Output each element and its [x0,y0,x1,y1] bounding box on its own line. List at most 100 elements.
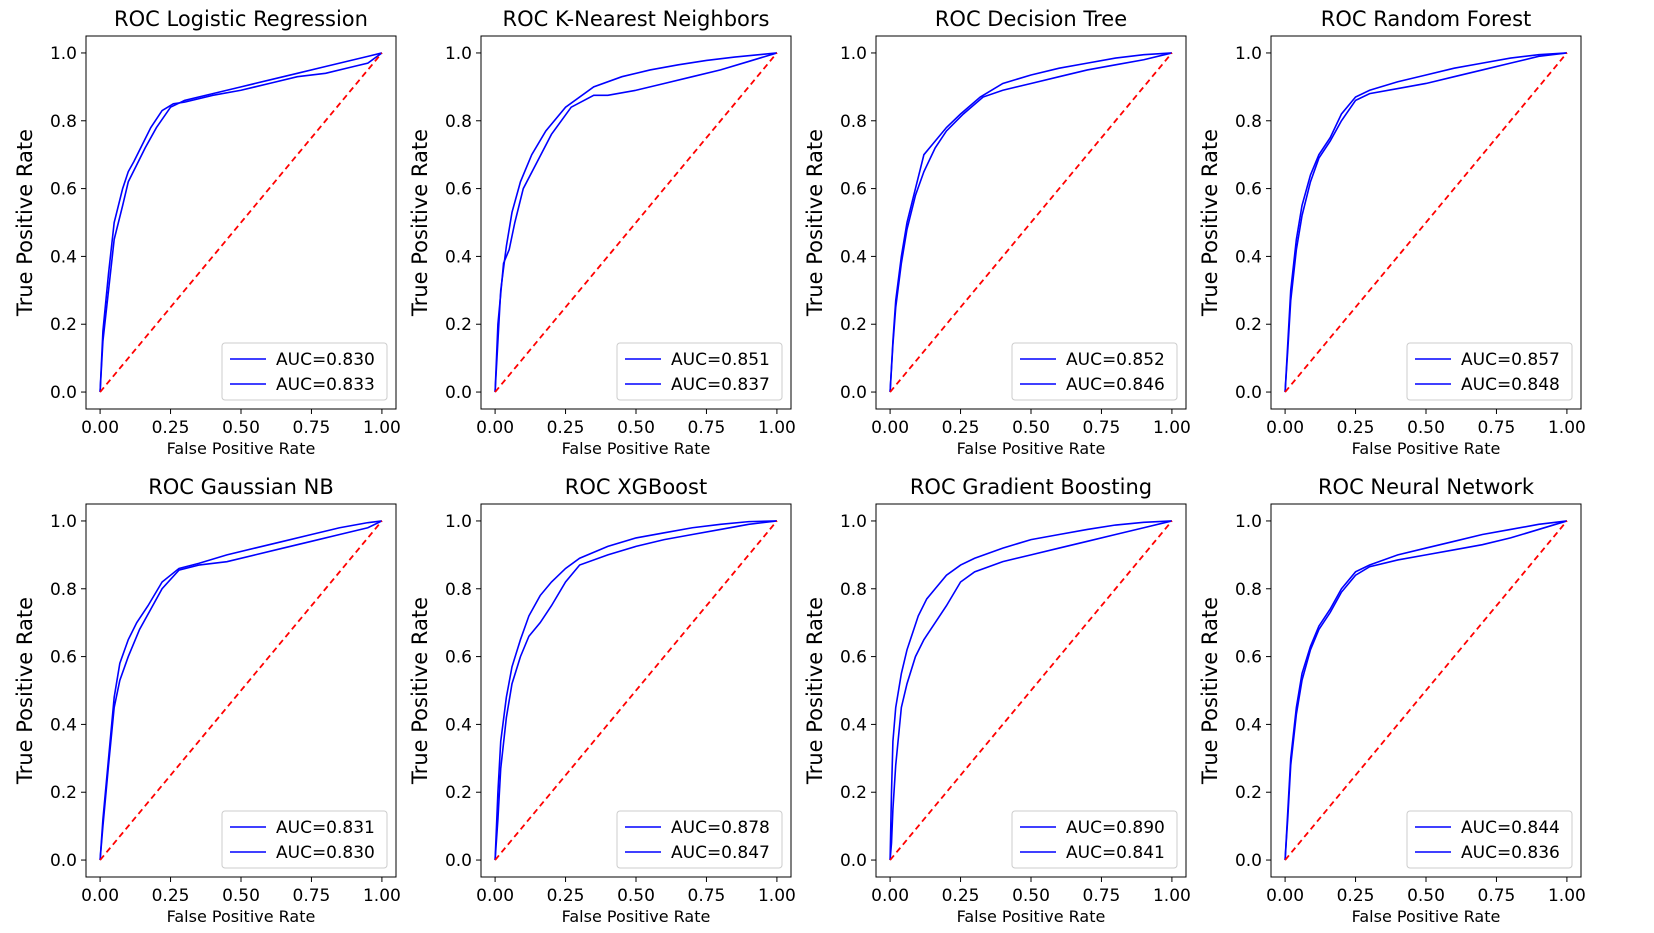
x-tick-label: 0.75 [1478,418,1516,438]
legend-label: AUC=0.844 [1461,818,1560,838]
roc-curve [99,52,383,393]
chance-line [889,52,1173,393]
legend: AUC=0.878 AUC=0.847 [616,810,783,869]
y-tick-label: 0.6 [445,180,472,200]
y-tick-label: 0.8 [50,112,77,132]
x-tick-label: 0.00 [1266,418,1304,438]
x-tick-label: 0.00 [81,418,119,438]
x-axis-label: False Positive Rate [562,907,711,926]
y-tick-label: 0.0 [445,383,472,403]
y-tick-label: 0.6 [1235,180,1262,200]
y-axis-label: True Positive Rate [13,597,37,785]
roc-curve [1284,520,1568,861]
roc-panel: ROC Random Forest 0.00 0.25 0.50 0.75 1.00 0.0… [1198,7,1586,458]
x-tick-label: 0.50 [1012,418,1050,438]
x-tick-label: 0.00 [476,418,514,438]
legend-box [221,342,388,401]
x-tick-label: 1.00 [1548,886,1586,906]
legend-label: AUC=0.833 [276,375,375,395]
y-tick-label: 0.2 [50,315,77,335]
y-tick-label: 1.0 [445,44,472,64]
x-tick-label: 1.00 [1548,418,1586,438]
legend-box [616,810,783,869]
y-tick-label: 0.4 [50,247,77,267]
roc-curve [889,52,1173,393]
roc-panel: ROC XGBoost 0.00 0.25 0.50 0.75 1.00 0.0 0.2 0.4… [408,475,796,926]
roc-curve [889,520,1172,861]
y-axis-label: True Positive Rate [803,129,827,317]
roc-panel: ROC Logistic Regression 0.00 0.25 0.50 0.75 1… [13,7,401,458]
chance-line [1284,520,1568,861]
y-tick-label: 0.0 [50,383,77,403]
legend: AUC=0.844 AUC=0.836 [1406,810,1573,869]
legend-label: AUC=0.890 [1066,818,1165,838]
roc-curve [494,520,777,861]
y-axis-label: True Positive Rate [1198,597,1222,785]
y-tick-label: 1.0 [840,44,867,64]
x-axis-label: False Positive Rate [957,907,1106,926]
y-tick-label: 0.8 [445,112,472,132]
y-axis-label: True Positive Rate [13,129,37,317]
legend-label: AUC=0.847 [671,843,770,863]
x-tick-label: 1.00 [1153,418,1191,438]
x-tick-label: 1.00 [363,418,401,438]
y-tick-label: 0.4 [1235,715,1262,735]
legend-label: AUC=0.878 [671,818,770,838]
chance-line [889,520,1173,861]
chance-line [494,52,778,393]
x-tick-label: 0.25 [942,418,980,438]
plot-area [99,52,383,393]
y-tick-label: 0.0 [840,383,867,403]
y-axis-label: True Positive Rate [803,597,827,785]
x-tick-label: 1.00 [758,418,796,438]
chance-line [99,52,383,393]
x-tick-label: 1.00 [1153,886,1191,906]
chance-line [99,520,383,861]
roc-curve [99,52,383,393]
legend-label: AUC=0.851 [671,350,770,370]
x-axis-label: False Positive Rate [167,439,316,458]
x-tick-label: 0.50 [617,886,655,906]
roc-panel: ROC Gradient Boosting 0.00 0.25 0.50 0.75 1.0… [803,475,1191,926]
legend-label: AUC=0.836 [1461,843,1560,863]
y-tick-label: 1.0 [1235,44,1262,64]
y-tick-label: 0.4 [50,715,77,735]
panel-title: ROC XGBoost [565,475,707,499]
y-tick-label: 0.4 [840,715,867,735]
y-tick-label: 0.6 [840,180,867,200]
legend-box [1406,342,1573,401]
roc-curve [494,520,778,861]
legend-label: AUC=0.841 [1066,843,1165,863]
x-tick-label: 0.25 [942,886,980,906]
roc-panel: ROC Gaussian NB 0.00 0.25 0.50 0.75 1.00 0.0 0.… [13,475,401,926]
y-axis-label: True Positive Rate [408,597,432,785]
legend: AUC=0.852 AUC=0.846 [1011,342,1178,401]
roc-curve [99,520,383,861]
legend-label: AUC=0.848 [1461,375,1560,395]
y-tick-label: 1.0 [445,512,472,532]
roc-curve [889,520,1173,861]
x-tick-label: 0.50 [617,418,655,438]
legend-box [1406,810,1573,869]
x-tick-label: 1.00 [758,886,796,906]
x-tick-label: 0.00 [1266,886,1304,906]
roc-panel: ROC Neural Network 0.00 0.25 0.50 0.75 1.00 0.… [1198,475,1586,926]
x-tick-label: 0.75 [688,886,726,906]
panel-title: ROC Gaussian NB [148,475,334,499]
x-tick-label: 0.50 [1407,418,1445,438]
panel-title: ROC Decision Tree [935,7,1127,31]
legend-box [1011,342,1178,401]
panel-title: ROC Gradient Boosting [910,475,1152,499]
y-tick-label: 0.0 [1235,383,1262,403]
y-tick-label: 0.6 [1235,648,1262,668]
plot-area [494,520,778,861]
y-tick-label: 0.4 [840,247,867,267]
y-tick-label: 0.6 [50,648,77,668]
legend-label: AUC=0.852 [1066,350,1165,370]
legend-label: AUC=0.846 [1066,375,1165,395]
legend: AUC=0.851 AUC=0.837 [616,342,783,401]
x-tick-label: 0.50 [222,418,260,438]
panel-title: ROC Logistic Regression [114,7,368,31]
x-axis-label: False Positive Rate [1352,907,1501,926]
y-tick-label: 0.2 [1235,783,1262,803]
